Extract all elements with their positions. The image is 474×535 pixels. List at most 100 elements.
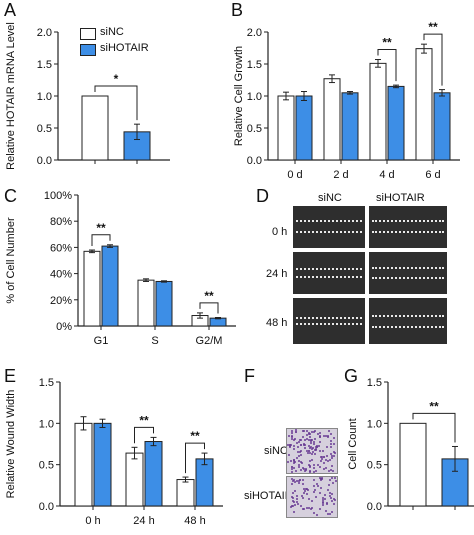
x-tick-label: G1	[94, 335, 109, 347]
y-axis-label: Cell Count	[347, 418, 359, 469]
y-axis-label: Relative Cell Growth	[233, 46, 245, 146]
cell-dot	[295, 456, 298, 459]
bar-c-sihotair-2	[209, 317, 227, 327]
cell-dot	[291, 434, 294, 437]
cell-dot	[308, 449, 311, 452]
wound-image-sinc-48h	[293, 298, 365, 344]
cell-dot	[304, 487, 307, 490]
y-tick-label: 0.0	[367, 501, 382, 513]
cell-dot	[308, 465, 311, 468]
significance-label: **	[96, 221, 106, 235]
bar-e-sihotair-0	[93, 422, 112, 507]
cell-dot	[326, 460, 329, 463]
cell-dot	[330, 510, 333, 513]
cell-dot	[307, 498, 310, 501]
cell-dot	[331, 455, 334, 457]
y-tick-label: 0.5	[367, 460, 382, 472]
transwell-image-sihotair	[286, 476, 338, 518]
y-tick-label: 0.5	[37, 123, 52, 135]
cell-dot	[303, 491, 306, 494]
panel-label-e: E	[4, 366, 17, 386]
cell-dot	[306, 438, 309, 441]
cell-dot	[325, 446, 328, 449]
cell-dot	[322, 449, 325, 452]
cell-dot	[324, 467, 327, 470]
cell-dot	[294, 480, 297, 483]
y-tick-label: 1.0	[367, 418, 382, 430]
cell-dot	[312, 440, 315, 443]
significance-bracket	[412, 412, 456, 443]
cell-dot	[314, 496, 317, 499]
cell-dot	[298, 460, 301, 463]
y-tick-label: 0.5	[39, 460, 54, 472]
significance-bracket	[134, 426, 154, 444]
cell-dot	[313, 449, 316, 452]
bar-g-sinc-0	[399, 422, 427, 507]
y-tick-label: 2.0	[247, 27, 262, 39]
chart-g: 0.0 0.5 1.0 1.5 Cell Count **	[347, 377, 474, 513]
wound-row-24h: 24 h	[266, 268, 288, 280]
cell-dot	[315, 469, 318, 472]
cell-dot	[314, 438, 317, 441]
cell-dot	[316, 484, 319, 487]
cell-dot	[295, 441, 298, 444]
cell-dot	[315, 447, 318, 450]
cell-dot	[329, 491, 332, 494]
cell-dot	[328, 469, 331, 472]
legend-swatch-sinc	[80, 28, 96, 40]
cell-dot	[333, 477, 336, 480]
wound-row-0h: 0 h	[272, 226, 288, 238]
cell-dot	[298, 441, 301, 444]
cell-dot	[290, 431, 293, 434]
cell-dot	[304, 490, 307, 493]
cell-dot	[327, 430, 330, 433]
y-tick-label: 1.5	[247, 59, 262, 71]
bar-b-sihotair-0	[295, 95, 313, 161]
cell-dot	[298, 481, 301, 484]
cell-dot	[333, 452, 336, 455]
cell-dot	[324, 510, 327, 513]
significance-label: **	[139, 413, 149, 427]
cell-dot	[307, 452, 310, 455]
cell-dot	[291, 495, 294, 498]
y-tick-label: 1.5	[367, 377, 382, 389]
cell-dot	[290, 466, 293, 468]
cell-dot	[334, 479, 337, 482]
cell-dot	[329, 446, 332, 449]
cell-dot	[322, 434, 325, 437]
significance-label: **	[428, 20, 438, 34]
cell-dot	[333, 450, 336, 453]
cell-dot	[309, 470, 312, 473]
cell-dot	[310, 441, 313, 444]
cell-dot	[292, 439, 295, 442]
cell-dot	[310, 508, 313, 511]
cell-dot	[329, 495, 332, 498]
cell-dot	[298, 480, 301, 483]
cell-dot	[298, 478, 301, 481]
cell-dot	[303, 443, 305, 446]
y-tick-label: 40%	[50, 269, 72, 281]
cell-dot	[303, 438, 306, 441]
panel-label-b: B	[231, 0, 244, 20]
cell-dot	[327, 483, 330, 486]
cell-dot	[316, 514, 319, 517]
y-tick-label: 2.0	[37, 27, 52, 39]
cell-dot	[319, 436, 322, 439]
cell-dot	[292, 510, 295, 513]
cell-dot	[316, 445, 319, 448]
cell-dot	[292, 466, 295, 469]
cell-dot	[321, 497, 324, 500]
cell-dot	[300, 453, 303, 456]
cell-dot	[301, 482, 304, 485]
wound-image-sihotair-0h	[369, 206, 447, 248]
x-tick-label: S	[151, 335, 158, 347]
cell-dot	[306, 433, 309, 436]
cell-dot	[329, 459, 332, 462]
cell-dot	[322, 501, 325, 504]
cell-dot	[291, 491, 294, 494]
bar-e-sihotair-1	[144, 441, 163, 507]
cell-dot	[298, 455, 301, 458]
cell-dot	[323, 461, 326, 464]
cell-dot	[302, 488, 305, 491]
